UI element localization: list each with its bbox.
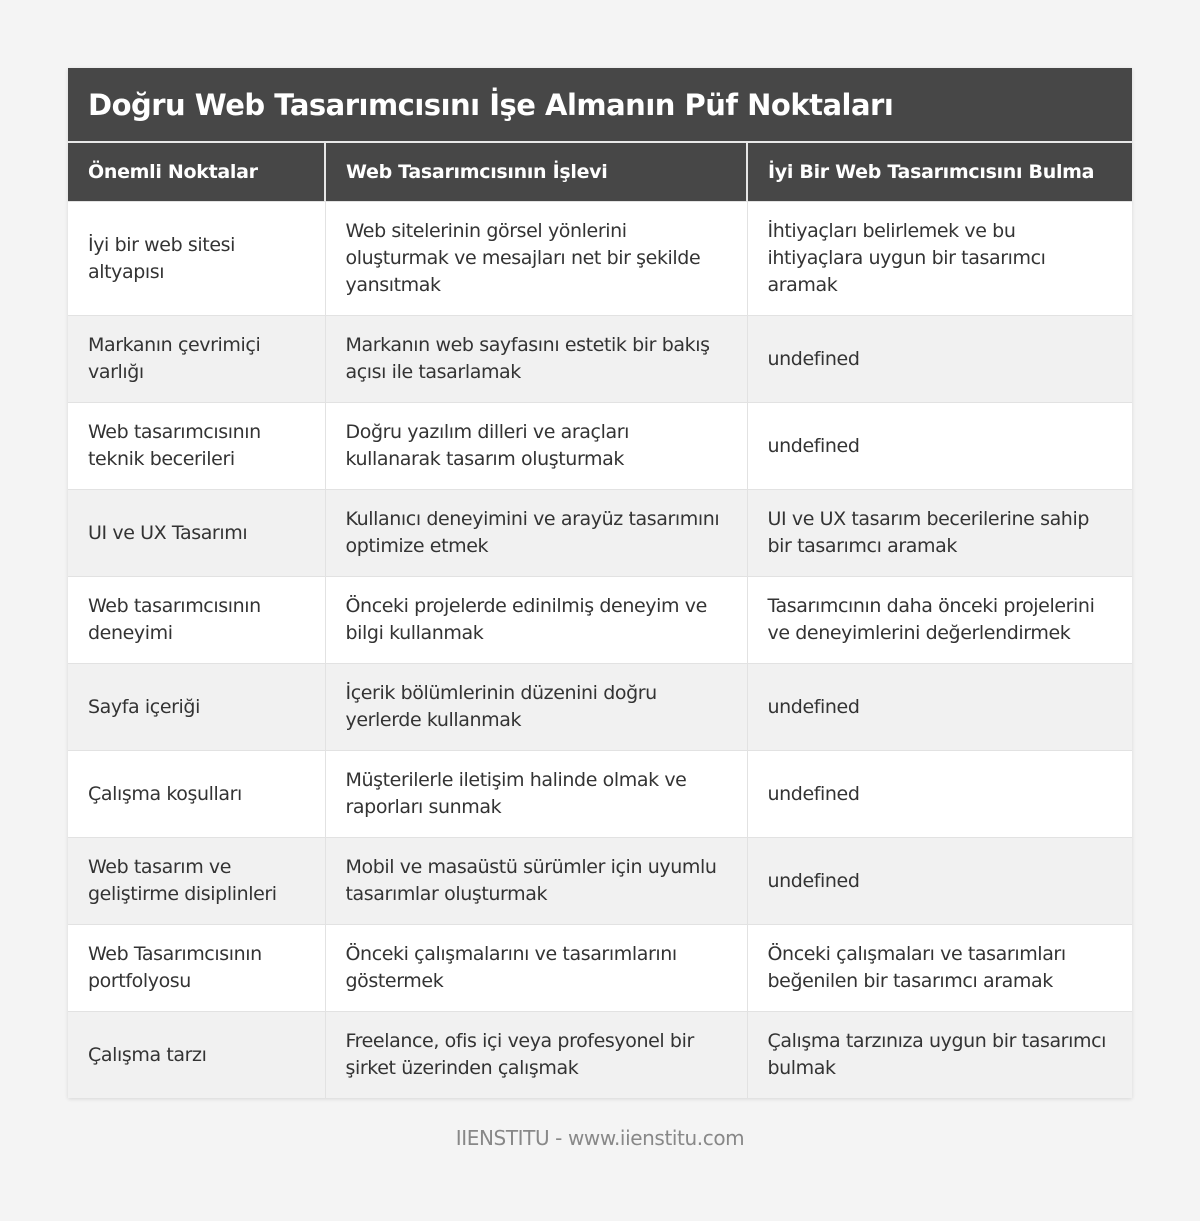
cell-designer-function: Önceki projelerde edinilmiş deneyim ve b… [325, 576, 748, 664]
cell-finding-designer: undefined [747, 663, 1132, 751]
table-row: İyi bir web sitesi altyapısı Web siteleri… [68, 201, 1132, 316]
cell-designer-function: Web sitelerinin görsel yönlerini oluştur… [325, 201, 748, 316]
cell-key-point: Web tasarım ve geliştirme disiplinleri [68, 837, 326, 925]
cell-designer-function: Kullanıcı deneyimini ve arayüz tasarımın… [325, 489, 748, 577]
column-header-designer-function: Web Tasarımcısının İşlevi [325, 143, 748, 202]
cell-designer-function: Müşterilerle iletişim halinde olmak ve r… [325, 750, 748, 838]
cell-designer-function: Mobil ve masaüstü sürümler için uyumlu t… [325, 837, 748, 925]
table-row: Markanın çevrimiçi varlığı Markanın web s… [68, 315, 1132, 403]
table-card: Doğru Web Tasarımcısını İşe Almanın Püf … [68, 68, 1132, 1098]
cell-key-point: Web Tasarımcısının portfolyosu [68, 924, 326, 1012]
page-title: Doğru Web Tasarımcısını İşe Almanın Püf … [68, 68, 1132, 143]
cell-designer-function: Freelance, ofis içi veya profesyonel bir… [325, 1011, 748, 1098]
cell-key-point: Web tasarımcısının teknik becerileri [68, 402, 326, 490]
cell-finding-designer: İhtiyaçları belirlemek ve bu ihtiyaçlara… [747, 201, 1132, 316]
cell-key-point: Sayfa içeriği [68, 663, 326, 751]
cell-finding-designer: undefined [747, 750, 1132, 838]
cell-finding-designer: UI ve UX tasarım becerilerine sahip bir … [747, 489, 1132, 577]
cell-designer-function: İçerik bölümlerinin düzenini doğru yerle… [325, 663, 748, 751]
header-row: Önemli Noktalar Web Tasarımcısının İşlev… [68, 143, 1132, 202]
cell-designer-function: Doğru yazılım dilleri ve araçları kullan… [325, 402, 748, 490]
cell-finding-designer: Tasarımcının daha önceki projelerini ve … [747, 576, 1132, 664]
column-header-key-points: Önemli Noktalar [68, 143, 326, 202]
table-row: Web tasarımcısının deneyimi Önceki projel… [68, 576, 1132, 664]
cell-key-point: Markanın çevrimiçi varlığı [68, 315, 326, 403]
table-row: Sayfa içeriği İçerik bölümlerinin düzenin… [68, 663, 1132, 751]
table-row: UI ve UX Tasarımı Kullanıcı deneyimini ve… [68, 489, 1132, 577]
table-row: Web tasarım ve geliştirme disiplinleri Mo… [68, 837, 1132, 925]
cell-finding-designer: undefined [747, 315, 1132, 403]
table-row: Web Tasarımcısının portfolyosu Önceki çal… [68, 924, 1132, 1012]
cell-designer-function: Önceki çalışmalarını ve tasarımlarını gö… [325, 924, 748, 1012]
cell-key-point: Web tasarımcısının deneyimi [68, 576, 326, 664]
table-row: Çalışma koşulları Müşterilerle iletişim h… [68, 750, 1132, 838]
table-row: Çalışma tarzı Freelance, ofis içi veya pr… [68, 1011, 1132, 1098]
cell-finding-designer: Önceki çalışmaları ve tasarımları beğeni… [747, 924, 1132, 1012]
cell-finding-designer: undefined [747, 837, 1132, 925]
tips-table: Önemli Noktalar Web Tasarımcısının İşlev… [68, 143, 1132, 1098]
table-row: Web tasarımcısının teknik becerileri Doğr… [68, 402, 1132, 490]
column-header-finding-designer: İyi Bir Web Tasarımcısını Bulma [747, 143, 1132, 202]
cell-key-point: Çalışma koşulları [68, 750, 326, 838]
cell-key-point: Çalışma tarzı [68, 1011, 326, 1098]
cell-designer-function: Markanın web sayfasını estetik bir bakış… [325, 315, 748, 403]
cell-key-point: UI ve UX Tasarımı [68, 489, 326, 577]
cell-finding-designer: undefined [747, 402, 1132, 490]
footer-credit: IIENSTITU - www.iienstitu.com [455, 1126, 745, 1150]
cell-finding-designer: Çalışma tarzınıza uygun bir tasarımcı bu… [747, 1011, 1132, 1098]
cell-key-point: İyi bir web sitesi altyapısı [68, 201, 326, 316]
